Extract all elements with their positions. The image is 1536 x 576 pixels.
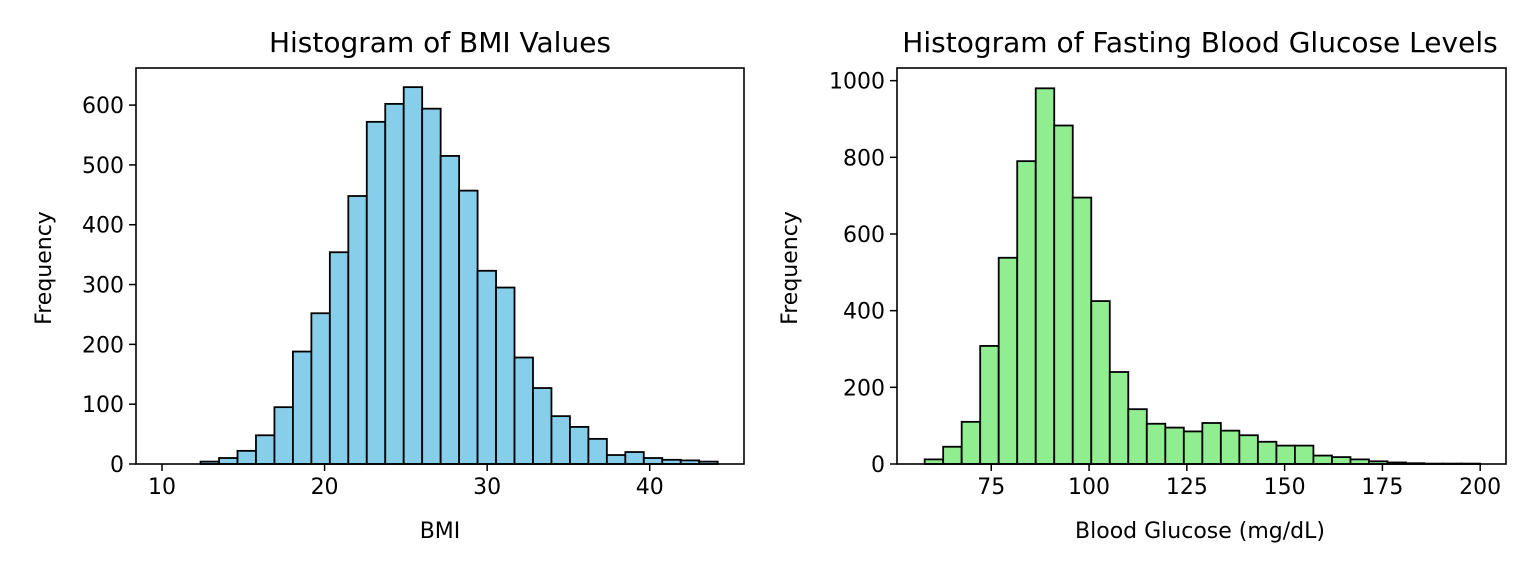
bmi-bar-19 <box>513 356 534 465</box>
glucose-y-tick-label: 1000 <box>829 70 885 95</box>
glucose-y-tick-label: 800 <box>843 146 885 171</box>
x-axis-label-bmi: BMI <box>420 519 461 544</box>
bmi-bar-3 <box>218 457 239 465</box>
glucose-y-tick-label: 200 <box>843 376 885 401</box>
bmi-bar-13 <box>402 86 424 465</box>
glucose-x-tick-label: 175 <box>1361 475 1403 500</box>
bmi-bars <box>199 86 719 465</box>
glucose-bar-12 <box>1145 422 1167 465</box>
bmi-y-tick-label: 300 <box>82 274 124 299</box>
bmi-bar-22 <box>569 426 590 465</box>
bmi-y-tick-label: 0 <box>110 453 124 478</box>
glucose-x-tick-label: 100 <box>1068 475 1110 500</box>
bmi-y-tick-label: 200 <box>82 333 124 358</box>
chart-title-bmi: Histogram of BMI Values <box>269 26 611 59</box>
x-axis-label-glucose: Blood Glucose (mg/dL) <box>1075 519 1325 544</box>
glucose-y-tick-label: 600 <box>843 223 885 248</box>
glucose-bar-7 <box>1053 124 1074 465</box>
y-axis-label-glucose: Frequency <box>778 211 803 325</box>
bmi-bar-21 <box>550 415 571 465</box>
glucose-bar-1 <box>942 445 963 465</box>
glucose-bar-22 <box>1331 456 1352 465</box>
glucose-bar-18 <box>1256 440 1278 465</box>
y-axis-label-bmi: Frequency <box>32 211 57 325</box>
bmi-x-tick-label: 40 <box>636 475 664 500</box>
glucose-x-tick-label: 75 <box>977 475 1005 500</box>
bmi-bar-6 <box>273 406 294 465</box>
bmi-bar-8 <box>310 312 331 465</box>
bmi-bar-26 <box>642 457 664 465</box>
bmi-histogram: Histogram of BMI Values 10 20 30 4001002003… <box>32 26 745 544</box>
bmi-bar-14 <box>421 107 442 465</box>
glucose-bar-9 <box>1090 300 1111 465</box>
glucose-bar-21 <box>1312 454 1333 465</box>
bmi-bar-12 <box>384 102 405 465</box>
bmi-y-tick-label: 600 <box>82 94 124 119</box>
glucose-bar-3 <box>979 345 1000 465</box>
bmi-x-tick-label: 20 <box>311 475 339 500</box>
glucose-bar-6 <box>1034 87 1056 465</box>
bmi-x-tick-label: 30 <box>473 475 501 500</box>
bmi-bar-10 <box>347 195 368 465</box>
glucose-histogram: Histogram of Fasting Blood Glucose Level… <box>778 26 1507 544</box>
glucose-ticks: 75 100 125 150 175 200 0 200 400 600 800 1000 <box>829 70 1501 500</box>
glucose-plot-frame <box>896 67 1507 465</box>
bmi-bar-9 <box>328 251 350 465</box>
glucose-bar-15 <box>1201 422 1222 465</box>
bmi-bar-25 <box>624 451 645 465</box>
bmi-bar-20 <box>532 387 553 465</box>
bmi-bar-7 <box>292 350 313 465</box>
bmi-bar-24 <box>605 454 627 465</box>
bmi-bar-15 <box>439 155 461 465</box>
glucose-bar-20 <box>1294 444 1315 465</box>
bmi-bar-16 <box>458 189 479 465</box>
glucose-y-tick-label: 400 <box>843 300 885 325</box>
glucose-x-tick-label: 150 <box>1264 475 1306 500</box>
glucose-bar-14 <box>1182 430 1204 465</box>
bmi-bar-4 <box>236 449 257 465</box>
bmi-bar-17 <box>476 269 497 465</box>
glucose-bar-11 <box>1127 408 1148 465</box>
glucose-bar-16 <box>1219 429 1241 465</box>
bmi-bar-5 <box>255 434 276 465</box>
glucose-bar-8 <box>1071 196 1093 465</box>
bmi-x-tick-label: 10 <box>148 475 176 500</box>
bmi-bar-11 <box>365 120 387 465</box>
glucose-bar-4 <box>997 256 1019 465</box>
glucose-bar-5 <box>1016 160 1037 465</box>
bmi-y-tick-label: 500 <box>82 154 124 179</box>
bmi-bar-23 <box>587 437 608 465</box>
glucose-bars <box>923 87 1481 465</box>
glucose-x-tick-label: 125 <box>1166 475 1208 500</box>
chart-title-glucose: Histogram of Fasting Blood Glucose Level… <box>902 26 1497 59</box>
glucose-x-tick-label: 200 <box>1459 475 1501 500</box>
glucose-y-tick-label: 0 <box>871 453 885 478</box>
glucose-bar-10 <box>1108 371 1130 465</box>
bmi-bar-18 <box>495 286 516 465</box>
glucose-bar-13 <box>1164 426 1185 465</box>
glucose-bar-19 <box>1275 444 1296 465</box>
bmi-y-tick-label: 100 <box>82 393 124 418</box>
bmi-y-tick-label: 400 <box>82 214 124 239</box>
glucose-bar-17 <box>1238 434 1259 465</box>
glucose-bar-2 <box>960 420 982 465</box>
bmi-plot-frame <box>135 67 745 465</box>
